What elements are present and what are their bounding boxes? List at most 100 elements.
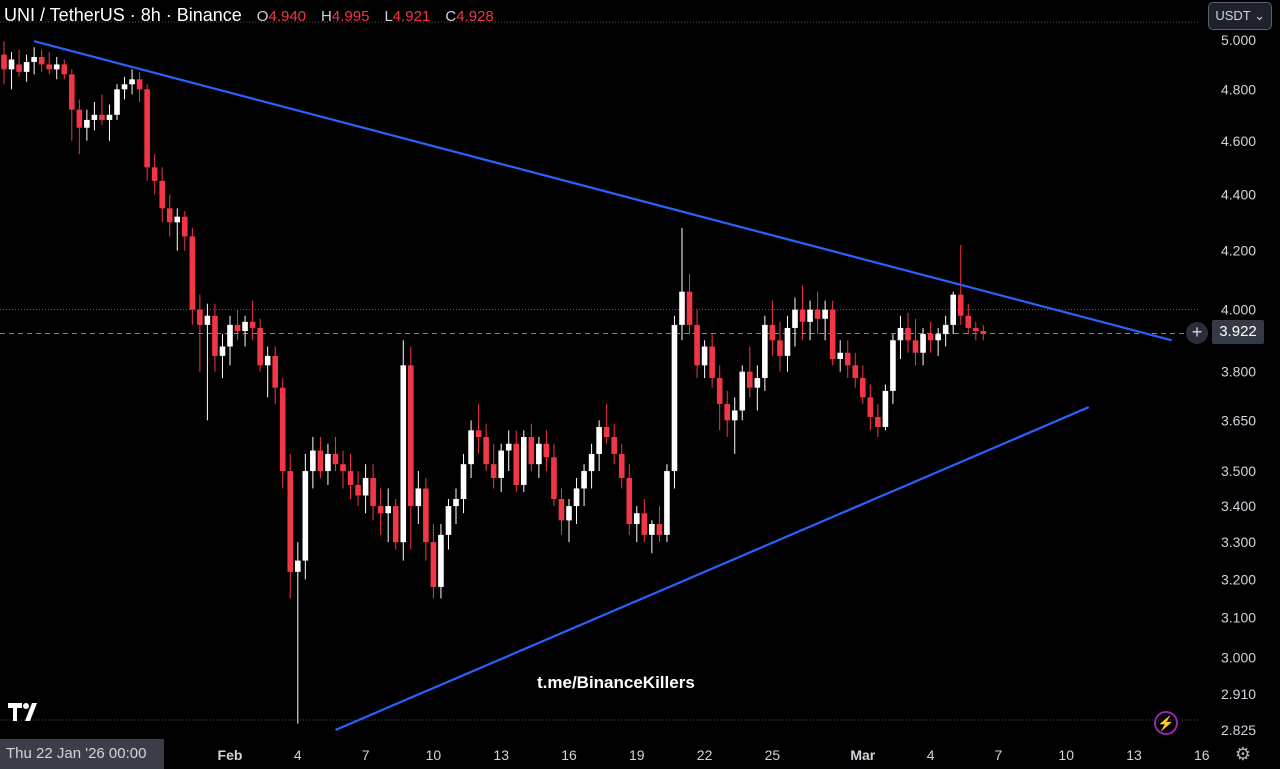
candle-body xyxy=(468,430,474,465)
candle-body xyxy=(483,437,489,465)
candle xyxy=(159,167,165,223)
currency-selector[interactable]: USDT ⌄ xyxy=(1208,2,1272,30)
candle-body xyxy=(121,84,128,90)
time-tick-label: 16 xyxy=(561,747,577,763)
candle-body xyxy=(197,309,203,325)
candle xyxy=(731,397,738,454)
candle-body xyxy=(430,542,437,587)
open-label: O xyxy=(256,8,269,25)
lightning-icon[interactable]: ⚡ xyxy=(1154,711,1178,735)
candle-body xyxy=(724,403,730,421)
candle xyxy=(483,423,489,472)
candle-body xyxy=(739,371,746,411)
candle xyxy=(799,285,806,341)
candle-body xyxy=(249,321,256,328)
candle-body xyxy=(69,74,75,110)
candle-body xyxy=(84,119,90,128)
candle-body xyxy=(227,324,233,347)
candle-body xyxy=(634,513,640,524)
candle xyxy=(385,488,391,543)
candle xyxy=(370,464,376,521)
candle-body xyxy=(400,365,407,543)
low-value: 4.921 xyxy=(392,8,431,25)
candle xyxy=(588,443,595,489)
price-tick-label: 3.650 xyxy=(1221,412,1256,428)
candle xyxy=(46,52,52,75)
candle xyxy=(347,453,354,500)
candle-body xyxy=(694,324,700,366)
candle xyxy=(777,321,783,372)
candle xyxy=(566,499,572,543)
candle-body xyxy=(882,390,889,427)
candle-body xyxy=(935,334,941,341)
candle-body xyxy=(551,457,557,500)
price-tick-label: 4.200 xyxy=(1221,243,1256,259)
candle-body xyxy=(581,471,587,489)
candle xyxy=(709,334,715,388)
candle-body xyxy=(189,236,196,310)
candle xyxy=(53,57,60,80)
candle-body xyxy=(76,109,83,128)
candle-body xyxy=(822,309,828,319)
price-tick-label: 3.800 xyxy=(1221,364,1256,380)
time-tick-label: 10 xyxy=(426,747,442,763)
candle-body xyxy=(332,453,339,465)
price-tick-label: 4.800 xyxy=(1221,81,1256,97)
candle xyxy=(279,378,286,489)
high-value: 4.995 xyxy=(331,8,370,25)
candle xyxy=(814,291,821,335)
candle xyxy=(174,208,181,251)
candle xyxy=(912,318,919,366)
candle-body xyxy=(106,114,113,120)
candle-body xyxy=(212,315,218,356)
candle-body xyxy=(603,426,610,438)
candle xyxy=(521,430,527,492)
candle-body xyxy=(867,397,874,418)
candle xyxy=(739,365,746,421)
price-tick-label: 4.400 xyxy=(1221,186,1256,202)
candle xyxy=(679,227,685,341)
candle xyxy=(536,437,542,478)
candle xyxy=(249,300,256,341)
candle-body xyxy=(844,352,851,366)
candle xyxy=(234,309,241,341)
candle xyxy=(438,523,444,599)
candle-body xyxy=(701,346,708,366)
candle xyxy=(656,506,663,543)
gear-icon[interactable]: ⚙ xyxy=(1234,744,1252,764)
candle xyxy=(23,54,30,82)
price-tick-label: 3.300 xyxy=(1221,534,1256,550)
candle xyxy=(227,315,233,366)
time-tick-label: 16 xyxy=(1194,747,1210,763)
candle-body xyxy=(129,79,135,85)
candle xyxy=(505,430,512,472)
candle xyxy=(701,340,708,379)
time-tick-label: 4 xyxy=(927,747,935,763)
candle-body xyxy=(536,443,542,465)
symbol-title[interactable]: UNI / TetherUS · 8h · Binance xyxy=(4,5,242,25)
candle xyxy=(197,294,203,372)
candle-body xyxy=(392,506,399,543)
candle-body xyxy=(377,506,384,514)
candle-body xyxy=(460,464,467,500)
tradingview-logo[interactable] xyxy=(8,703,44,726)
currency-label: USDT xyxy=(1215,8,1251,23)
candle-body xyxy=(415,488,422,507)
candle-body xyxy=(731,410,738,421)
candle-body xyxy=(973,327,979,332)
candle-body xyxy=(920,334,926,353)
candle-body xyxy=(498,450,504,478)
candle xyxy=(325,443,331,485)
candle xyxy=(965,303,972,335)
candle xyxy=(151,153,158,195)
candle xyxy=(920,327,926,366)
candle xyxy=(377,488,384,535)
time-tick-label: 13 xyxy=(1126,747,1142,763)
candle-body xyxy=(31,57,37,62)
candle-body xyxy=(287,471,294,572)
candle xyxy=(468,420,474,478)
plus-circle-icon[interactable]: + xyxy=(1186,322,1208,344)
candle-body xyxy=(890,340,896,391)
time-tick-label: 7 xyxy=(362,747,370,763)
